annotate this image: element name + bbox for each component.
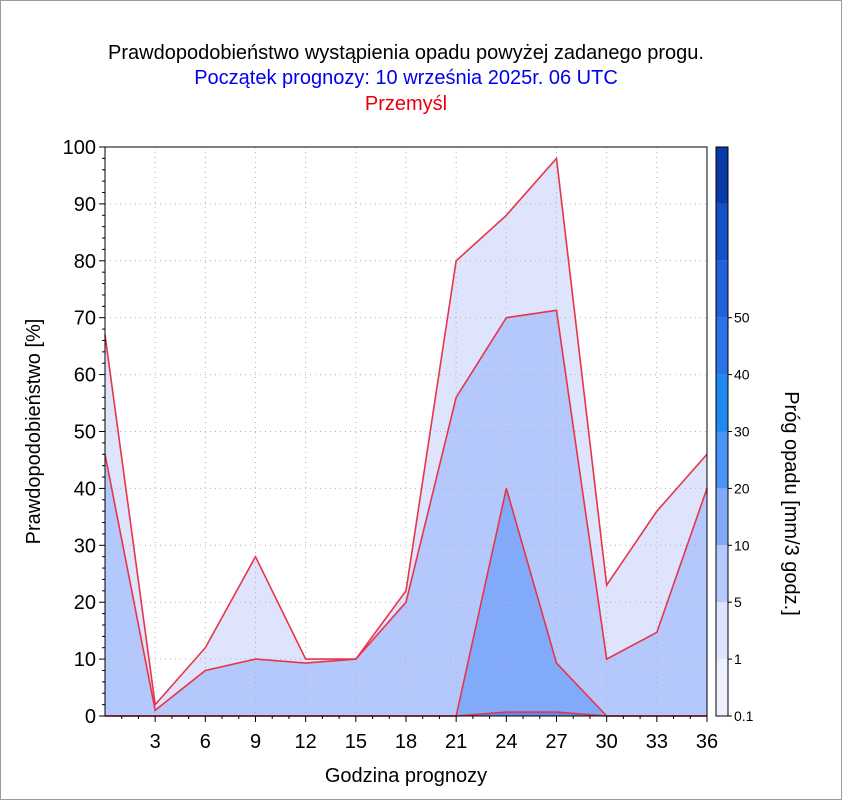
data-point <box>154 704 156 706</box>
x-tick-label: 36 <box>696 731 718 753</box>
y-tick-label: 60 <box>74 365 96 387</box>
data-point <box>305 662 307 664</box>
data-point <box>154 710 156 712</box>
colorbar-tick-label: 0.1 <box>734 708 754 724</box>
data-point <box>506 317 508 319</box>
data-point <box>455 260 457 262</box>
y-tick-label: 20 <box>74 592 96 614</box>
colorbar-band <box>716 602 728 660</box>
data-point <box>506 711 508 713</box>
x-tick-label: 15 <box>345 731 367 753</box>
colorbar-band <box>716 431 728 489</box>
data-point <box>455 397 457 399</box>
y-tick-label: 100 <box>63 137 96 159</box>
colorbar-band <box>716 260 728 318</box>
area-threshold-1 <box>105 310 707 716</box>
data-point <box>405 601 407 603</box>
data-point <box>656 632 658 634</box>
colorbar-band <box>716 488 728 546</box>
area-threshold-10 <box>105 712 707 716</box>
colorbar-tick-label: 1 <box>734 651 742 667</box>
y-tick-label: 90 <box>74 194 96 216</box>
colorbar-band <box>716 317 728 375</box>
x-tick-label: 9 <box>250 731 261 753</box>
x-tick-label: 12 <box>295 731 317 753</box>
y-tick-label: 10 <box>74 649 96 671</box>
x-tick-label: 6 <box>200 731 211 753</box>
y-tick-label: 0 <box>85 706 96 728</box>
y-tick-label: 50 <box>74 422 96 444</box>
colorbar-tick-label: 5 <box>734 594 742 610</box>
colorbar-tick-label: 20 <box>734 480 750 496</box>
colorbar-band <box>716 545 728 603</box>
x-tick-label: 30 <box>596 731 618 753</box>
series-line-1 <box>104 309 708 712</box>
data-point <box>255 556 257 558</box>
x-tick-label: 3 <box>150 731 161 753</box>
colorbar-band <box>716 659 728 716</box>
data-point <box>355 658 357 660</box>
data-point <box>606 584 608 586</box>
data-point <box>506 214 508 216</box>
data-point <box>255 658 257 660</box>
data-point <box>205 647 207 649</box>
colorbar-band <box>716 147 728 204</box>
series-line-0.1 <box>104 156 708 707</box>
colorbar-band <box>716 374 728 432</box>
colorbar-tick-label: 50 <box>734 310 750 326</box>
colorbar-label: Próg opadu [mm/3 godz.] <box>780 391 802 616</box>
data-point <box>606 658 608 660</box>
data-point <box>506 488 508 490</box>
data-point <box>556 310 558 312</box>
y-tick-label: 40 <box>74 478 96 500</box>
x-tick-label: 27 <box>545 731 567 753</box>
data-point <box>556 711 558 713</box>
data-point <box>556 662 558 664</box>
y-axis-label: Prawdopodobieństwo [%] <box>23 319 45 545</box>
data-point <box>405 590 407 592</box>
colorbar-tick-label: 40 <box>734 367 750 383</box>
x-tick-label: 33 <box>646 731 668 753</box>
location-name: Przemyśl <box>364 93 448 115</box>
chart-title: Prawdopodobieństwo wystąpienia opadu pow… <box>108 42 704 64</box>
x-tick-label: 21 <box>445 731 467 753</box>
colorbar-tick-label: 30 <box>734 424 750 440</box>
data-point <box>656 510 658 512</box>
data-point <box>205 670 207 672</box>
y-tick-label: 70 <box>74 308 96 330</box>
x-tick-label: 18 <box>395 731 417 753</box>
colorbar-tick-label: 10 <box>734 537 750 553</box>
y-tick-label: 80 <box>74 251 96 273</box>
data-point <box>305 658 307 660</box>
data-point <box>556 158 558 160</box>
forecast-start-subtitle: Początek prognozy: 10 września 2025r. 06… <box>194 67 618 89</box>
colorbar-band <box>716 203 728 261</box>
x-tick-label: 24 <box>495 731 517 753</box>
y-tick-label: 30 <box>74 535 96 557</box>
x-axis-label: Godzina prognozy <box>325 765 487 787</box>
